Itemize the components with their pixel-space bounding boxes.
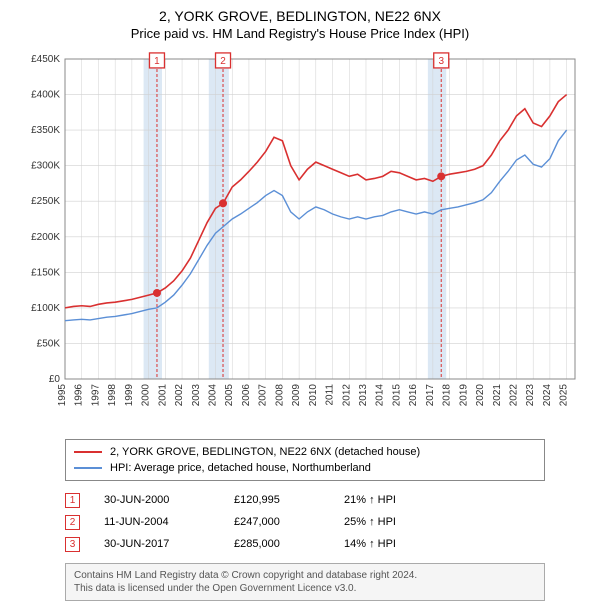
- footer-line-2: This data is licensed under the Open Gov…: [74, 582, 536, 595]
- svg-text:£50K: £50K: [37, 338, 61, 349]
- tx-pct: 14% ↑ HPI: [344, 538, 444, 550]
- footer: Contains HM Land Registry data © Crown c…: [65, 563, 545, 601]
- title-sub: Price paid vs. HM Land Registry's House …: [10, 26, 590, 41]
- svg-text:1995: 1995: [57, 384, 68, 407]
- tx-num: 2: [70, 517, 76, 528]
- svg-text:3: 3: [438, 56, 444, 67]
- chart-container: 2, YORK GROVE, BEDLINGTON, NE22 6NX Pric…: [0, 0, 600, 609]
- tx-num: 1: [70, 495, 76, 506]
- svg-text:£350K: £350K: [31, 125, 60, 136]
- svg-text:2025: 2025: [559, 384, 570, 407]
- svg-text:2011: 2011: [325, 384, 336, 406]
- svg-text:£150K: £150K: [31, 267, 60, 278]
- legend: 2, YORK GROVE, BEDLINGTON, NE22 6NX (det…: [65, 439, 545, 481]
- svg-text:2014: 2014: [375, 384, 386, 407]
- footer-line-1: Contains HM Land Registry data © Crown c…: [74, 569, 536, 582]
- legend-swatch-1: [74, 451, 102, 453]
- chart-svg: £0 £50K £100K £150K £200K £250K £300K £350K £400…: [10, 49, 590, 429]
- tx-price: £120,995: [234, 494, 344, 506]
- svg-text:2003: 2003: [191, 384, 202, 407]
- legend-swatch-2: [74, 467, 102, 469]
- svg-text:£250K: £250K: [31, 196, 60, 207]
- tx-num: 3: [70, 539, 76, 550]
- svg-text:2020: 2020: [475, 384, 486, 407]
- svg-text:1: 1: [154, 56, 160, 67]
- svg-text:2006: 2006: [241, 384, 252, 407]
- svg-text:2018: 2018: [442, 384, 453, 407]
- svg-text:2016: 2016: [408, 384, 419, 407]
- svg-text:2015: 2015: [391, 384, 402, 407]
- svg-text:2008: 2008: [274, 384, 285, 407]
- svg-text:1998: 1998: [107, 384, 118, 407]
- svg-text:2009: 2009: [291, 384, 302, 407]
- tx-badge-1: 1: [65, 493, 80, 508]
- svg-text:1997: 1997: [90, 384, 101, 407]
- svg-text:2017: 2017: [425, 384, 436, 407]
- tx-price: £247,000: [234, 516, 344, 528]
- tx-pct: 21% ↑ HPI: [344, 494, 444, 506]
- svg-text:£200K: £200K: [31, 232, 60, 243]
- table-row: 3 30-JUN-2017 £285,000 14% ↑ HPI: [65, 533, 590, 555]
- svg-text:1999: 1999: [124, 384, 135, 407]
- table-row: 2 11-JUN-2004 £247,000 25% ↑ HPI: [65, 511, 590, 533]
- svg-text:2010: 2010: [308, 384, 319, 407]
- svg-text:2: 2: [220, 56, 226, 67]
- svg-text:2023: 2023: [525, 384, 536, 407]
- svg-text:£100K: £100K: [31, 303, 60, 314]
- legend-row: HPI: Average price, detached house, Nort…: [74, 460, 536, 476]
- chart: £0 £50K £100K £150K £200K £250K £300K £350K £400…: [10, 49, 590, 429]
- svg-text:2024: 2024: [542, 384, 553, 407]
- legend-label-2: HPI: Average price, detached house, Nort…: [110, 462, 371, 474]
- svg-text:2013: 2013: [358, 384, 369, 407]
- svg-text:1996: 1996: [74, 384, 85, 407]
- svg-text:£0: £0: [49, 374, 61, 385]
- legend-row: 2, YORK GROVE, BEDLINGTON, NE22 6NX (det…: [74, 444, 536, 460]
- svg-text:2002: 2002: [174, 384, 185, 407]
- svg-text:2001: 2001: [157, 384, 168, 407]
- svg-text:£450K: £450K: [31, 54, 60, 65]
- tx-date: 30-JUN-2000: [104, 494, 234, 506]
- tx-price: £285,000: [234, 538, 344, 550]
- tx-badge-3: 3: [65, 537, 80, 552]
- svg-text:£300K: £300K: [31, 161, 60, 172]
- svg-text:£400K: £400K: [31, 90, 60, 101]
- svg-text:2000: 2000: [141, 384, 152, 407]
- svg-text:2019: 2019: [458, 384, 469, 407]
- tx-date: 30-JUN-2017: [104, 538, 234, 550]
- tx-badge-2: 2: [65, 515, 80, 530]
- svg-text:2007: 2007: [258, 384, 269, 407]
- svg-text:2021: 2021: [492, 384, 503, 407]
- transactions-table: 1 30-JUN-2000 £120,995 21% ↑ HPI 2 11-JU…: [65, 489, 590, 555]
- title-main: 2, YORK GROVE, BEDLINGTON, NE22 6NX: [10, 8, 590, 24]
- svg-text:2004: 2004: [207, 384, 218, 407]
- title-block: 2, YORK GROVE, BEDLINGTON, NE22 6NX Pric…: [10, 8, 590, 41]
- tx-date: 11-JUN-2004: [104, 516, 234, 528]
- svg-text:2005: 2005: [224, 384, 235, 407]
- table-row: 1 30-JUN-2000 £120,995 21% ↑ HPI: [65, 489, 590, 511]
- svg-text:2012: 2012: [341, 384, 352, 407]
- svg-text:2022: 2022: [508, 384, 519, 407]
- legend-label-1: 2, YORK GROVE, BEDLINGTON, NE22 6NX (det…: [110, 446, 420, 458]
- tx-pct: 25% ↑ HPI: [344, 516, 444, 528]
